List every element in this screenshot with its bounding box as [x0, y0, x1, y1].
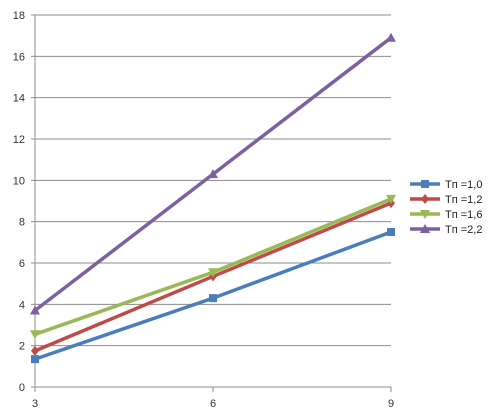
- y-tick-label: 6: [19, 258, 25, 270]
- legend-marker: [421, 194, 429, 204]
- series-4: [30, 32, 396, 315]
- data-point: [30, 330, 40, 340]
- data-point: [208, 268, 218, 278]
- x-tick-label: 3: [32, 398, 38, 410]
- series-line: [34, 197, 392, 336]
- data-point: [387, 228, 395, 236]
- y-tick-label: 0: [19, 382, 25, 394]
- y-tick-labels: 0 2 4 6 8 10 12 14 16 18: [13, 10, 35, 394]
- y-tick-label: 16: [13, 51, 25, 63]
- y-tick-label: 4: [19, 299, 25, 311]
- legend-item: Tп =1,2: [410, 194, 482, 206]
- legend-marker: [421, 180, 429, 188]
- legend: Tп =1,0 Tп =1,2 Tп =1,6 Tп =2,2: [410, 179, 482, 236]
- data-point: [386, 194, 396, 204]
- x-tick-label: 6: [210, 398, 216, 410]
- legend-label: Tп =1,0: [445, 179, 482, 191]
- y-tick-label: 2: [19, 341, 25, 353]
- data-point: [31, 355, 39, 364]
- data-point: [209, 294, 217, 303]
- y-tick-label: 14: [13, 93, 25, 105]
- legend-item: Tп =1,6: [410, 209, 482, 221]
- legend-label: Tп =1,2: [445, 194, 482, 206]
- data-point: [208, 169, 218, 179]
- legend-marker: [420, 224, 430, 233]
- y-tick-label: 12: [13, 134, 25, 146]
- y-tick-label: 8: [19, 217, 25, 229]
- series-lines: [30, 32, 396, 364]
- series-3: [30, 194, 396, 340]
- y-tick-label: 10: [13, 175, 25, 187]
- y-tick-label: 18: [13, 10, 25, 22]
- x-tick-label: 9: [388, 398, 394, 410]
- data-point: [386, 32, 396, 42]
- legend-label: Tп =1,6: [445, 209, 482, 221]
- data-point: [31, 345, 39, 356]
- legend-item: Tп =2,2: [410, 224, 482, 236]
- legend-marker: [420, 210, 430, 219]
- series-1: [31, 228, 395, 364]
- x-tick-labels: 3 6 9: [32, 387, 394, 410]
- axes: [34, 15, 391, 388]
- legend-item: Tп =1,0: [410, 179, 482, 191]
- legend-label: Tп =2,2: [445, 224, 482, 236]
- data-point: [30, 305, 40, 315]
